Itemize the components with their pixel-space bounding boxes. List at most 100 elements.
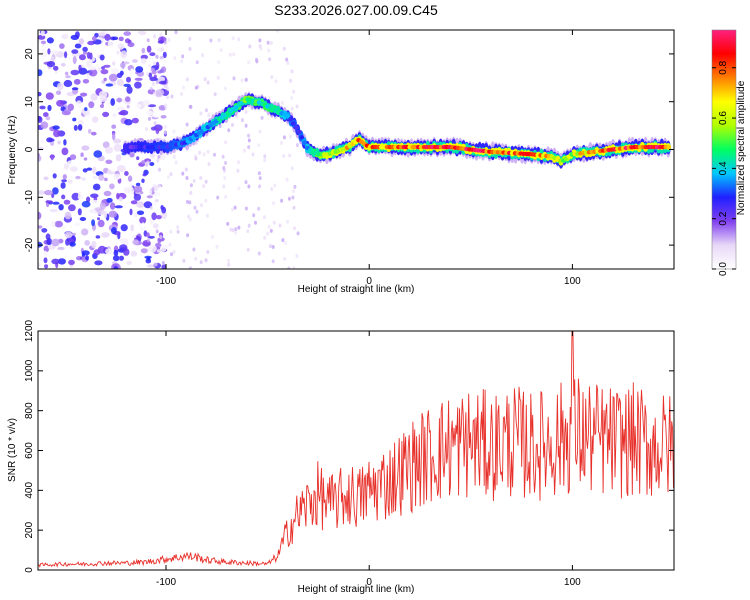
speckle	[180, 92, 183, 96]
snr-y-label: SNR (10 * v/v)	[7, 418, 18, 482]
noise-blob	[127, 175, 133, 182]
noise-blob	[130, 200, 138, 205]
speckle	[189, 190, 193, 195]
speckle	[234, 230, 238, 235]
noise-blob	[162, 51, 167, 59]
noise-blob	[134, 213, 138, 218]
ridge-core	[666, 144, 672, 150]
noise-blob	[82, 168, 88, 173]
speckle	[282, 153, 286, 158]
noise-blob	[116, 165, 126, 172]
speckle	[219, 48, 223, 52]
noise-blob	[38, 190, 46, 195]
noise-blob	[57, 140, 61, 145]
noise-blob	[124, 119, 133, 126]
speckle	[213, 152, 216, 157]
speckle	[259, 46, 263, 51]
speckle	[164, 103, 167, 108]
noise-blob	[43, 250, 48, 256]
noise-blob	[116, 78, 124, 87]
noise-blob	[115, 154, 122, 162]
y-tick-label: 1000	[24, 359, 35, 382]
noise-blob	[103, 210, 108, 219]
speckle	[237, 160, 240, 165]
speckle	[224, 161, 228, 165]
speckle	[269, 41, 273, 45]
y-tick-label: 1200	[24, 319, 35, 342]
speckle	[271, 245, 275, 249]
noise-blob	[40, 57, 46, 63]
speckle	[237, 225, 241, 230]
noise-blob	[61, 147, 69, 156]
noise-blob	[74, 222, 81, 227]
noise-blob	[139, 181, 147, 187]
noise-blob	[126, 85, 133, 94]
noise-blob	[129, 183, 133, 191]
speckle	[257, 206, 261, 211]
noise-blob	[142, 173, 147, 177]
speckle	[169, 172, 173, 177]
noise-blob	[107, 39, 115, 48]
noise-blob	[136, 104, 142, 109]
speckle	[204, 179, 208, 184]
noise-blob	[123, 83, 131, 87]
noise-blob	[40, 48, 45, 52]
speckle	[166, 86, 170, 91]
speckle	[285, 177, 289, 182]
noise-blob	[43, 257, 48, 264]
speckle	[180, 59, 184, 64]
noise-blob	[99, 201, 106, 210]
noise-blob	[132, 59, 138, 63]
noise-blob	[44, 189, 53, 196]
speckle	[254, 220, 257, 225]
noise-blob	[98, 98, 102, 106]
speckle	[161, 261, 165, 265]
noise-blob	[131, 235, 137, 239]
speckle	[188, 200, 192, 205]
speckle	[176, 225, 180, 230]
speckle	[222, 184, 226, 189]
speckle	[272, 220, 276, 225]
noise-blob	[117, 43, 125, 50]
speckle	[153, 91, 156, 96]
x-tick-label: -100	[156, 276, 176, 287]
noise-blob	[105, 159, 113, 164]
noise-blob	[100, 69, 109, 75]
noise-blob	[101, 232, 110, 238]
speckle	[289, 78, 292, 83]
speckle	[268, 57, 272, 62]
noise-blob	[55, 90, 62, 96]
noise-blob	[97, 219, 105, 228]
noise-blob	[133, 185, 143, 193]
noise-blob	[38, 34, 46, 40]
noise-blob	[46, 37, 54, 44]
noise-blob	[159, 56, 164, 60]
noise-blob	[64, 231, 73, 239]
speckle	[146, 238, 150, 243]
noise-blob	[81, 200, 91, 208]
x-tick-label: 0	[366, 577, 372, 588]
speckle	[290, 106, 294, 111]
noise-blob	[102, 111, 110, 118]
speckle	[216, 195, 220, 200]
noise-blob	[91, 199, 100, 204]
speckle	[217, 60, 221, 65]
speckle	[227, 262, 231, 267]
snr-series-line	[38, 331, 674, 568]
speckle	[280, 100, 284, 105]
noise-blob	[74, 43, 82, 49]
speckle	[258, 129, 262, 134]
noise-blob	[88, 101, 95, 109]
speckle	[246, 247, 250, 252]
speckle	[202, 152, 206, 157]
colorbar-tick-label: 0.2	[718, 211, 729, 225]
speckle	[231, 207, 235, 212]
noise-blob	[81, 250, 90, 256]
speckle	[159, 235, 163, 239]
speckle	[247, 60, 251, 65]
speckle	[216, 75, 220, 80]
speckle	[153, 61, 156, 66]
noise-blob	[68, 204, 76, 212]
noise-blob	[149, 162, 155, 166]
noise-blob	[102, 141, 110, 149]
